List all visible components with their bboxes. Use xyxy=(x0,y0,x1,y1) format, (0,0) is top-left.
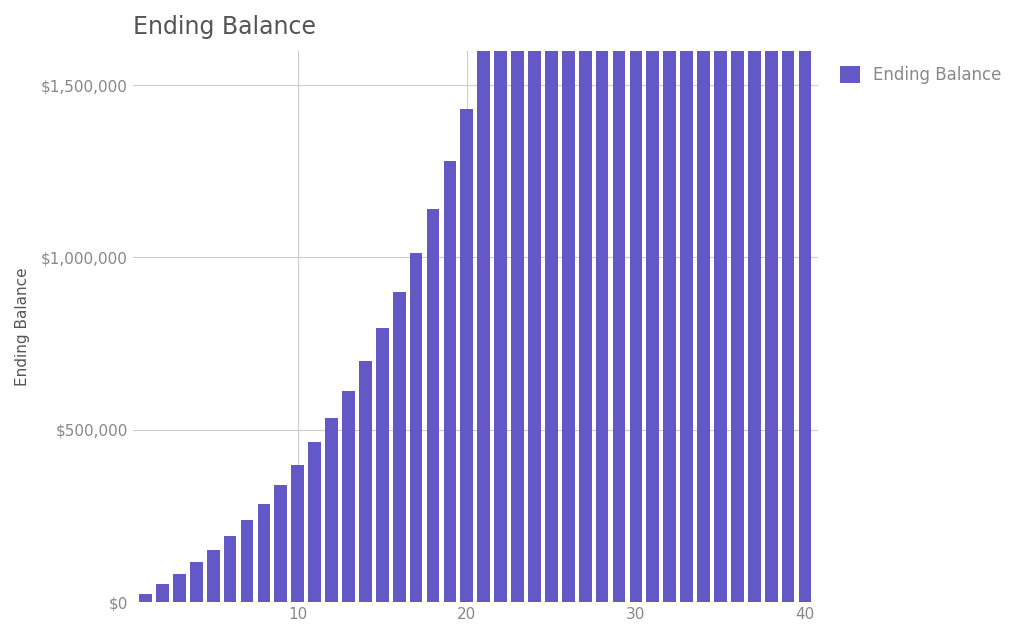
Bar xyxy=(189,562,203,602)
Bar xyxy=(781,0,795,602)
Bar xyxy=(630,0,642,602)
Bar xyxy=(562,0,574,602)
Bar xyxy=(697,0,710,602)
Text: Ending Balance: Ending Balance xyxy=(133,15,315,39)
Bar xyxy=(223,536,237,602)
Bar xyxy=(241,520,253,602)
Bar xyxy=(308,443,321,602)
Bar xyxy=(731,0,743,602)
Bar xyxy=(359,361,372,602)
Bar xyxy=(427,209,439,602)
Bar xyxy=(596,0,608,602)
Bar xyxy=(443,161,457,602)
Bar xyxy=(393,292,406,602)
Bar xyxy=(207,550,219,602)
Bar xyxy=(156,584,169,602)
Bar xyxy=(714,0,727,602)
Bar xyxy=(274,485,287,602)
Bar xyxy=(748,0,761,602)
Bar xyxy=(258,504,270,602)
Bar xyxy=(342,391,354,602)
Bar xyxy=(477,51,490,602)
Bar xyxy=(376,328,388,602)
Bar xyxy=(173,573,185,602)
Bar xyxy=(511,0,524,602)
Bar xyxy=(579,0,592,602)
Bar xyxy=(528,0,541,602)
Bar xyxy=(461,109,473,602)
Bar xyxy=(326,418,338,602)
Bar xyxy=(765,0,777,602)
Bar xyxy=(495,0,507,602)
Bar xyxy=(664,0,676,602)
Y-axis label: Ending Balance: Ending Balance xyxy=(15,267,30,386)
Bar xyxy=(139,594,152,602)
Bar xyxy=(646,0,659,602)
Bar xyxy=(680,0,693,602)
Bar xyxy=(799,0,811,602)
Legend: Ending Balance: Ending Balance xyxy=(833,59,1008,90)
Bar xyxy=(292,465,304,602)
Bar xyxy=(545,0,558,602)
Bar xyxy=(410,253,423,602)
Bar xyxy=(612,0,626,602)
